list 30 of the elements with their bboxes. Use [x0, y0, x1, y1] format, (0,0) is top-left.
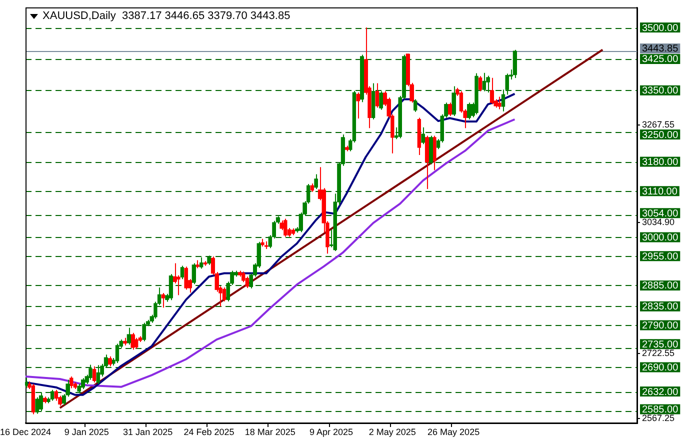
ref-line-label: 3054.00	[642, 208, 679, 220]
ref-line-label: 2790.00	[642, 320, 679, 332]
y-tick-label: 3267.55	[642, 120, 675, 130]
ref-line-label: 3500.00	[642, 22, 679, 34]
x-tick-label: 18 Mar 2025	[244, 426, 296, 437]
ref-line-label: 3250.00	[642, 130, 679, 141]
ref-line-label: 2585.00	[642, 404, 679, 416]
ref-line-label: 2885.00	[642, 280, 679, 292]
ref-line-label: 2690.00	[642, 362, 679, 374]
x-tick-label: 24 Feb 2025	[184, 426, 234, 437]
ref-line-label: 3000.00	[642, 232, 679, 244]
ref-line-label: 2955.00	[642, 251, 679, 262]
x-tick-label: 26 May 2025	[428, 426, 480, 437]
x-tick-label: 16 Dec 2024	[0, 426, 52, 437]
x-tick-label: 9 Jan 2025	[64, 426, 109, 437]
y-tick-label: 2567.25	[642, 413, 675, 424]
y-tick-label: 3034.90	[642, 217, 675, 228]
x-tick-label: 9 Apr 2025	[309, 426, 354, 437]
x-tick-label: 31 Jan 2025	[123, 426, 173, 437]
ref-line-label: 2735.00	[642, 339, 679, 350]
ref-line-label: 3350.00	[642, 86, 679, 97]
ref-line-label: 2835.00	[642, 302, 679, 313]
ref-line-label: 3443.85	[642, 44, 679, 55]
ref-line-label: 3110.00	[642, 186, 678, 198]
ref-line-label: 3425.00	[642, 54, 679, 66]
y-tick-label: 2722.55	[642, 348, 675, 358]
ref-line-label: 2632.00	[642, 386, 679, 398]
x-tick-label: 2 May 2025	[368, 426, 416, 437]
ref-line-label: 3180.00	[642, 156, 679, 168]
chart-title: XAUUSD,Daily 3387.17 3446.65 3379.70 3443.85	[42, 10, 290, 22]
